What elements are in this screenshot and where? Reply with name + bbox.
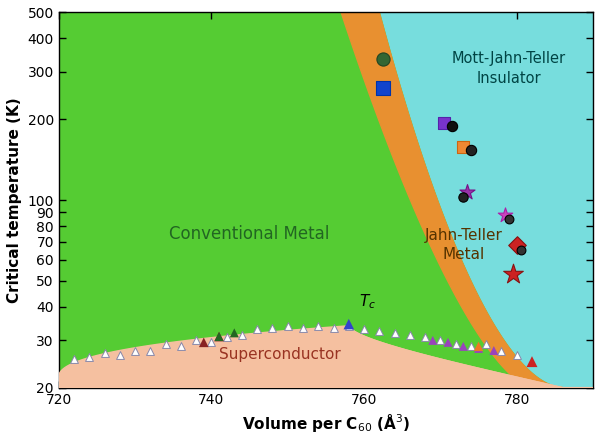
Point: [474, 343, 484, 350]
Point: [508, 270, 518, 277]
Point: [489, 347, 499, 354]
Point: [447, 122, 457, 129]
Point: [85, 354, 94, 361]
Polygon shape: [349, 326, 593, 388]
Point: [458, 143, 468, 150]
Point: [481, 341, 491, 348]
Point: [344, 322, 353, 329]
Point: [428, 337, 437, 344]
Point: [237, 331, 247, 338]
Point: [176, 343, 185, 350]
Point: [214, 333, 224, 340]
Point: [512, 242, 521, 249]
Point: [199, 339, 209, 346]
Point: [298, 324, 308, 331]
Point: [500, 211, 510, 218]
Point: [374, 328, 384, 335]
Point: [206, 339, 216, 346]
Point: [313, 322, 323, 329]
Point: [474, 345, 484, 352]
Text: Jahn-Teller
Metal: Jahn-Teller Metal: [424, 228, 502, 262]
Point: [222, 333, 232, 340]
Point: [229, 329, 239, 336]
Point: [512, 351, 521, 359]
Point: [421, 333, 430, 340]
Point: [146, 347, 155, 354]
Point: [130, 347, 140, 354]
Point: [359, 326, 369, 333]
Point: [504, 216, 514, 223]
Point: [115, 351, 125, 359]
Point: [283, 322, 293, 329]
Point: [329, 324, 338, 331]
Point: [439, 120, 449, 127]
Point: [527, 358, 537, 365]
Point: [516, 247, 526, 254]
Point: [214, 333, 224, 340]
Point: [344, 321, 353, 328]
Point: [379, 56, 388, 63]
Point: [379, 84, 388, 91]
Y-axis label: Critical temperature (K): Critical temperature (K): [7, 97, 22, 303]
Text: $T_c$: $T_c$: [359, 292, 376, 310]
Point: [436, 337, 445, 344]
Polygon shape: [59, 326, 563, 388]
Point: [268, 324, 277, 331]
Point: [405, 331, 415, 338]
Point: [497, 347, 506, 354]
X-axis label: Volume per C$_{60}$ (Å$^3$): Volume per C$_{60}$ (Å$^3$): [242, 412, 410, 434]
Text: Superconductor: Superconductor: [219, 348, 341, 363]
Text: Conventional Metal: Conventional Metal: [169, 224, 330, 243]
Point: [443, 339, 453, 346]
Point: [253, 326, 262, 333]
Point: [161, 341, 170, 348]
Point: [458, 343, 468, 350]
Text: Mott-Jahn-Teller
Insulator: Mott-Jahn-Teller Insulator: [452, 51, 566, 86]
Polygon shape: [59, 12, 563, 388]
Polygon shape: [341, 12, 563, 388]
Point: [191, 337, 201, 344]
Point: [466, 343, 476, 350]
Point: [466, 147, 476, 154]
Point: [390, 329, 400, 336]
Point: [451, 341, 460, 348]
Point: [100, 349, 109, 356]
Point: [458, 193, 468, 200]
Point: [463, 189, 472, 196]
Point: [69, 356, 79, 363]
